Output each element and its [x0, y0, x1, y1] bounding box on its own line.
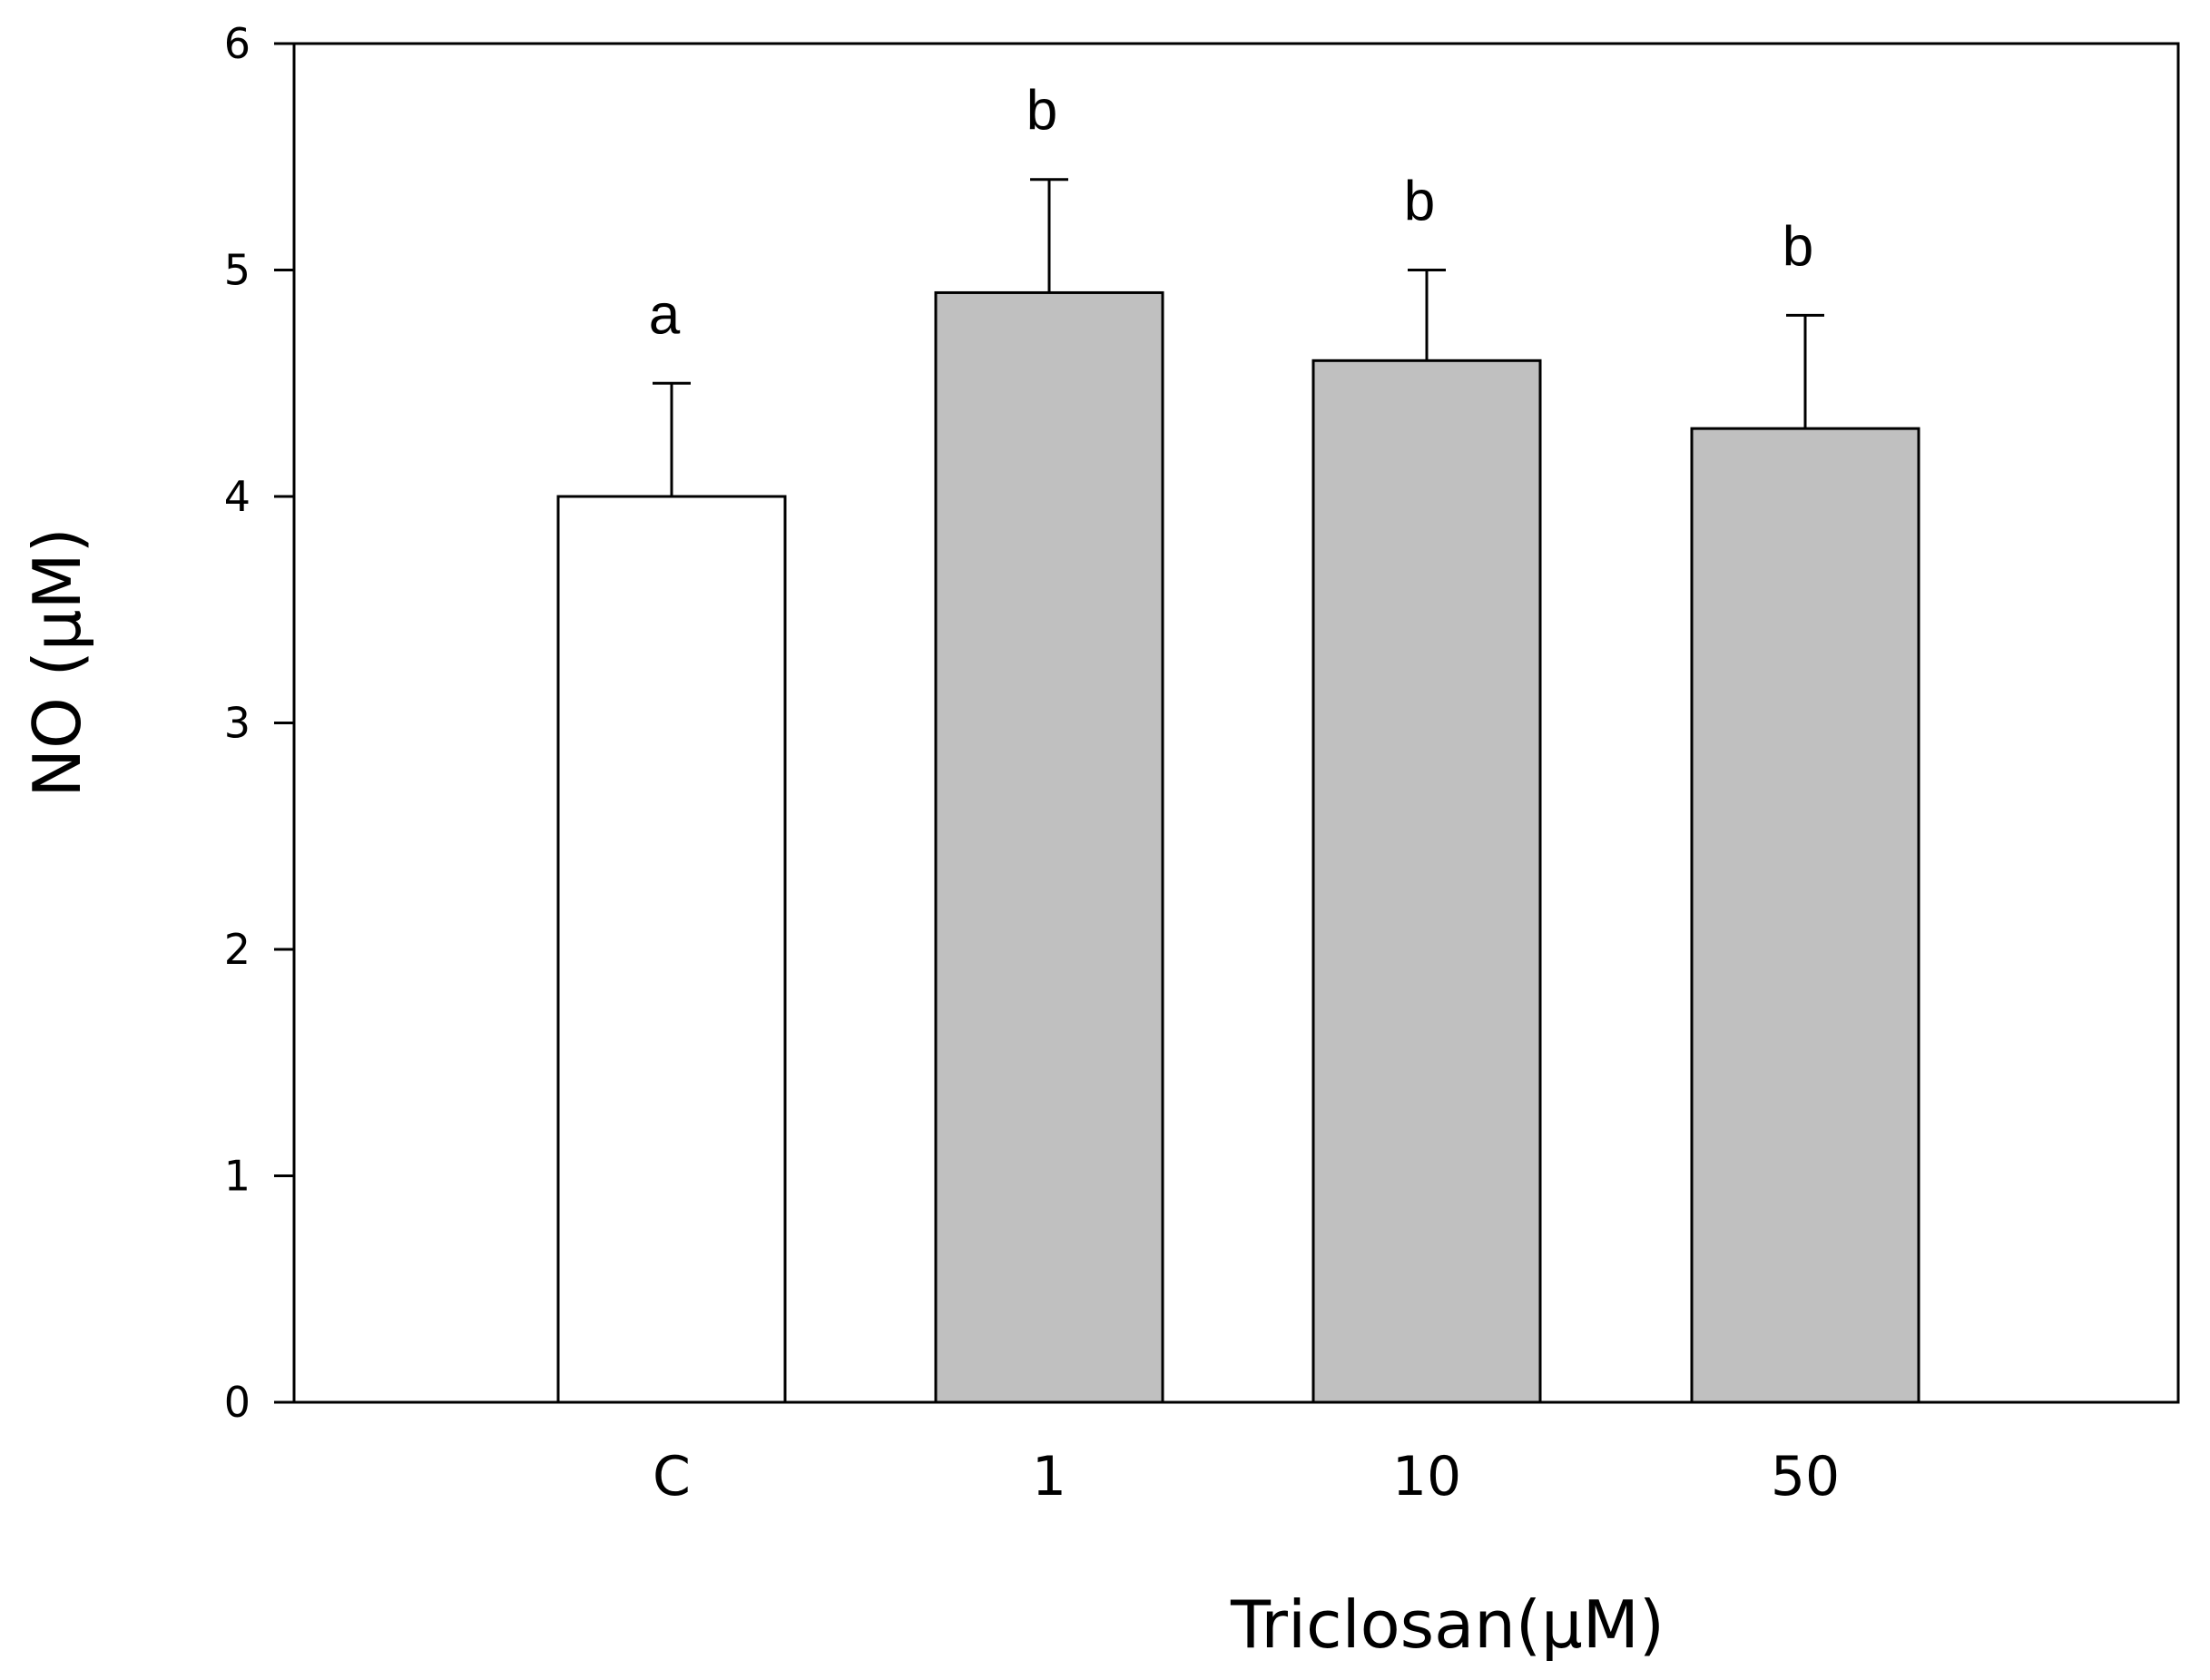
bar-1 — [934, 290, 1164, 1404]
x-tick-label: 10 — [1392, 1445, 1461, 1508]
significance-label: b — [1404, 171, 1435, 233]
significance-label: a — [649, 283, 681, 346]
y-tick-label: 0 — [224, 1378, 250, 1427]
x-tick-label: 1 — [1032, 1445, 1066, 1508]
y-tick-label: 4 — [224, 472, 250, 521]
bar-C — [556, 495, 787, 1404]
bar-50 — [1690, 427, 1920, 1404]
axes: C 1 10 50 0 1 2 3 4 5 6 — [224, 19, 2180, 1508]
y-axis-title: NO (μM) — [19, 527, 95, 798]
significance-label: b — [1783, 215, 1813, 278]
y-tick-label: 3 — [224, 699, 250, 748]
bar-10 — [1311, 359, 1542, 1404]
y-tick-label: 1 — [224, 1152, 250, 1201]
x-tick-label: C — [653, 1445, 691, 1508]
x-tick-label: 50 — [1771, 1445, 1840, 1508]
y-tick-label: 2 — [224, 925, 250, 974]
y-tick-label: 5 — [224, 246, 250, 295]
x-axis-title: Triclosan(μM) — [1230, 1587, 1665, 1663]
y-tick-label: 6 — [224, 19, 250, 68]
plot-area: a b b b — [556, 80, 1920, 1404]
significance-label: b — [1026, 80, 1057, 142]
